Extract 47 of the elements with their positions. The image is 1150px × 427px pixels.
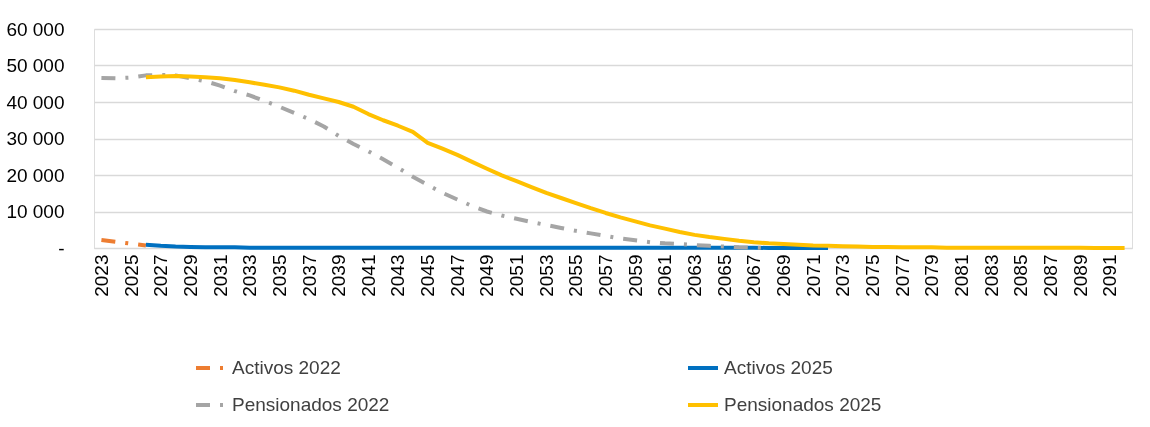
x-tick-label: 2029 <box>179 254 201 297</box>
x-tick-label: 2025 <box>120 254 142 297</box>
y-tick-label: 10 000 <box>6 201 65 222</box>
x-tick-label: 2059 <box>624 254 646 297</box>
x-tick-label: 2071 <box>802 254 824 297</box>
y-tick-label: 60 000 <box>6 18 65 40</box>
line-series <box>143 74 1127 250</box>
x-tick-label: 2049 <box>476 254 498 297</box>
y-tick-label: 50 000 <box>6 55 65 76</box>
x-tick-label: 2053 <box>535 254 557 297</box>
x-tick-label: 2031 <box>209 254 231 297</box>
x-tick-label: 2075 <box>862 254 883 297</box>
legend-label: Pensionados 2025 <box>724 394 882 415</box>
y-tick-label: 20 000 <box>6 164 65 186</box>
x-tick-label: 2083 <box>980 254 1002 297</box>
x-tick-label: 2055 <box>565 254 587 297</box>
legend-label: Pensionados 2022 <box>232 394 390 415</box>
x-tick-label: 2065 <box>713 254 735 297</box>
legend-label: Activos 2025 <box>724 357 833 378</box>
x-tick-label: 2047 <box>446 254 468 297</box>
y-tick-label: - <box>58 237 65 259</box>
x-tick-label: 2041 <box>357 254 379 297</box>
y-tick-label: 40 000 <box>6 91 65 113</box>
x-tick-label: 2063 <box>684 254 706 297</box>
x-tick-label: 2073 <box>832 254 854 297</box>
x-tick-label: 2067 <box>743 254 765 297</box>
x-tick-label: 2091 <box>1099 254 1121 297</box>
x-tick-label: 2057 <box>595 254 617 297</box>
x-tick-label: 2039 <box>328 254 350 297</box>
x-tick-label: 2081 <box>950 254 972 297</box>
x-tick-label: 2033 <box>239 254 261 297</box>
x-tick-label: 2089 <box>1069 254 1091 297</box>
x-tick-label: 2023 <box>90 254 112 297</box>
x-tick-label: 2027 <box>150 254 172 297</box>
x-tick-label: 2077 <box>891 254 913 297</box>
x-tick-label: 2087 <box>1039 254 1061 297</box>
x-tick-label: 2085 <box>1010 254 1032 297</box>
x-tick-label: 2051 <box>506 254 528 297</box>
x-tick-label: 2061 <box>654 254 676 297</box>
x-tick-label: 2069 <box>773 254 795 297</box>
x-tick-label: 2045 <box>417 254 439 297</box>
x-tick-label: 2079 <box>921 254 943 297</box>
x-tick-label: 2037 <box>298 254 320 297</box>
x-tick-label: 2043 <box>387 254 409 297</box>
x-tick-label: 2035 <box>268 254 290 297</box>
legend-label: Activos 2022 <box>232 357 341 378</box>
y-tick-label: 30 000 <box>6 128 65 149</box>
